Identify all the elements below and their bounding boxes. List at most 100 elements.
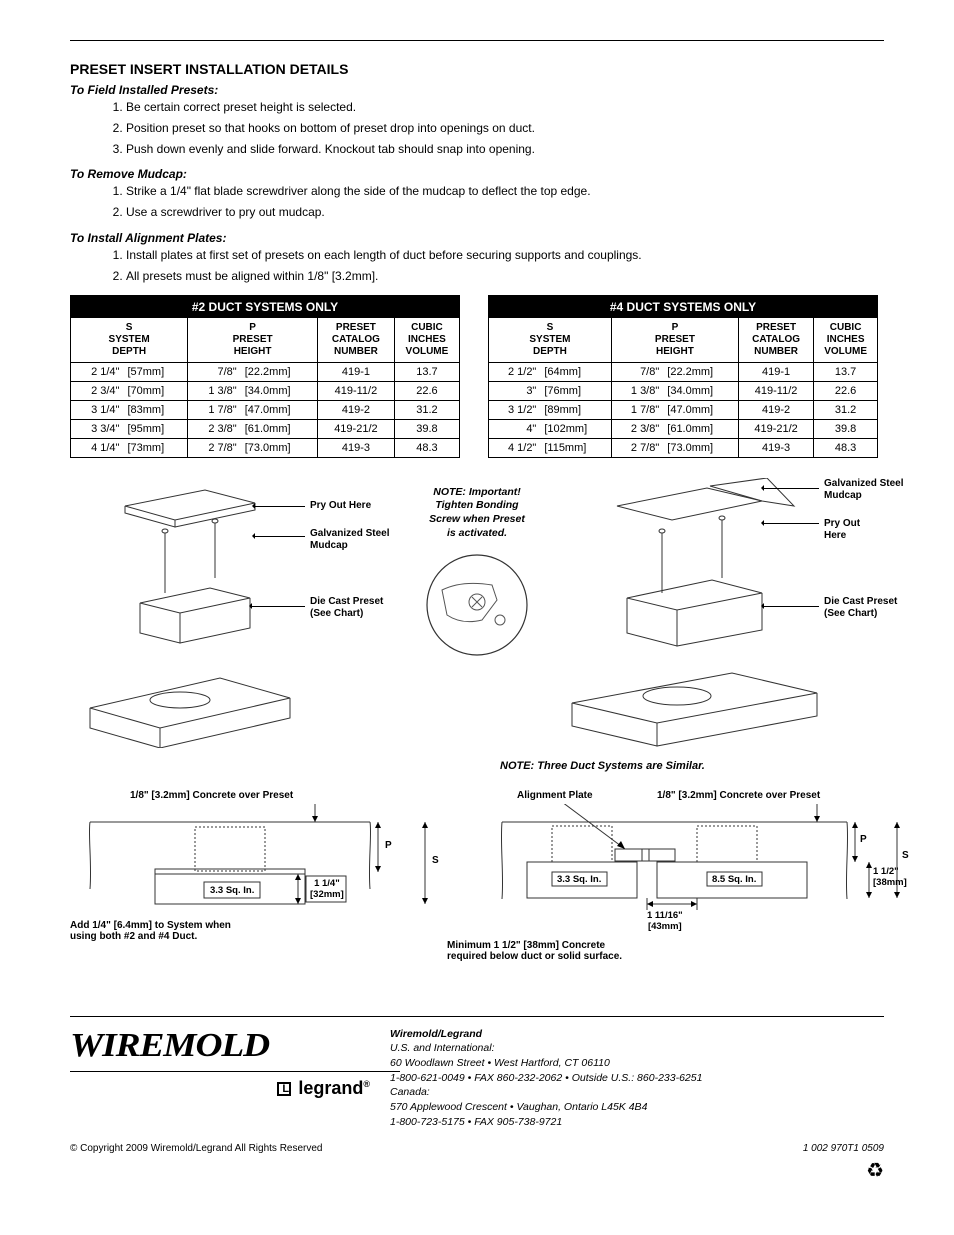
- label-concrete: 1/8" [3.2mm] Concrete over Preset: [130, 790, 293, 801]
- note-three-duct: NOTE: Three Duct Systems are Similar.: [500, 760, 705, 772]
- table-title: #4 DUCT SYSTEMS ONLY: [489, 295, 878, 318]
- steps-list: Strike a 1/4" flat blade screwdriver alo…: [70, 183, 884, 221]
- cross-section-2: 1/8" [3.2mm] Concrete over Preset: [70, 790, 457, 960]
- steps-list: Install plates at first set of presets o…: [70, 247, 884, 285]
- table-4-duct: #4 DUCT SYSTEMS ONLY SSYSTEMDEPTH PPRESE…: [488, 295, 878, 458]
- cell: 22.6: [814, 381, 878, 400]
- cell: 419-21/2: [317, 419, 394, 438]
- cell: 3 3/4": [71, 419, 124, 438]
- cell: [73.0mm]: [241, 438, 318, 457]
- recycle-icon: ♻: [70, 1158, 884, 1183]
- cell: [61.0mm]: [663, 419, 738, 438]
- cell: [22.2mm]: [663, 362, 738, 381]
- cell: 1 7/8": [611, 400, 663, 419]
- dim-S: S: [902, 850, 909, 861]
- note-min: Minimum 1 1/2" [38mm] Concrete required …: [447, 940, 622, 962]
- cell: [115mm]: [540, 438, 611, 457]
- cell: 2 7/8": [611, 438, 663, 457]
- cell: 419-11/2: [738, 381, 813, 400]
- cell: 48.3: [394, 438, 459, 457]
- cell: 1 3/8": [611, 381, 663, 400]
- cell: [47.0mm]: [241, 400, 318, 419]
- cell: 2 1/4": [71, 362, 124, 381]
- cell: 3": [489, 381, 541, 400]
- cell: 4 1/2": [489, 438, 541, 457]
- label-sq85: 8.5 Sq. In.: [712, 874, 756, 885]
- dim-P: P: [385, 840, 392, 851]
- table-title: #2 DUCT SYSTEMS ONLY: [71, 295, 460, 318]
- callout-diecast: Die Cast Preset (See Chart): [310, 596, 383, 620]
- cross-section-4: Alignment Plate 1/8" [3.2mm] Concrete ov…: [497, 790, 884, 960]
- note-add: Add 1/4" [6.4mm] to System when using bo…: [70, 920, 231, 942]
- step: All presets must be aligned within 1/8" …: [126, 268, 884, 285]
- label-alignment: Alignment Plate: [517, 790, 593, 801]
- copyright: © Copyright 2009 Wiremold/Legrand All Ri…: [70, 1143, 323, 1154]
- dim-1-12: 1 1/2" [38mm]: [873, 866, 907, 888]
- label-concrete: 1/8" [3.2mm] Concrete over Preset: [657, 790, 820, 801]
- dim-P: P: [860, 834, 867, 845]
- cell: 13.7: [814, 362, 878, 381]
- section-heading: To Remove Mudcap:: [70, 167, 884, 181]
- col-head: PRESETCATALOGNUMBER: [317, 318, 394, 363]
- cell: [61.0mm]: [241, 419, 318, 438]
- callout-mudcap: Galvanized Steel Mudcap: [824, 478, 903, 502]
- cell: 419-3: [738, 438, 813, 457]
- callout-pry: Pry Out Here: [824, 518, 884, 542]
- cell: 3 1/4": [71, 400, 124, 419]
- cell: 3 1/2": [489, 400, 541, 419]
- dim-1-1116: 1 11/16" [43mm]: [647, 910, 683, 932]
- cell: [34.0mm]: [663, 381, 738, 400]
- center-note: NOTE: Important! Tighten Bonding Screw w…: [412, 486, 542, 541]
- col-head: PPRESETHEIGHT: [188, 318, 318, 363]
- doc-id: 1 002 970T1 0509: [803, 1143, 884, 1154]
- step: Strike a 1/4" flat blade screwdriver alo…: [126, 183, 884, 200]
- label-sq33: 3.3 Sq. In.: [557, 874, 601, 885]
- cell: 2 3/8": [611, 419, 663, 438]
- section-heading: To Field Installed Presets:: [70, 83, 884, 97]
- cell: [83mm]: [123, 400, 187, 419]
- step: Push down evenly and slide forward. Knoc…: [126, 141, 884, 158]
- cell: 22.6: [394, 381, 459, 400]
- cell: [70mm]: [123, 381, 187, 400]
- step: Be certain correct preset height is sele…: [126, 99, 884, 116]
- cell: 4 1/4": [71, 438, 124, 457]
- cell: 7/8": [188, 362, 241, 381]
- col-head: SSYSTEMDEPTH: [71, 318, 188, 363]
- callout-diecast: Die Cast Preset (See Chart): [824, 596, 897, 620]
- cell: 4": [489, 419, 541, 438]
- col-head: CUBICINCHESVOLUME: [394, 318, 459, 363]
- cell: 2 1/2": [489, 362, 541, 381]
- logo-wiremold: WIREMOLD: [70, 1027, 400, 1072]
- steps-list: Be certain correct preset height is sele…: [70, 99, 884, 157]
- cell: 419-1: [738, 362, 813, 381]
- dim-1-14: 1 1/4" [32mm]: [310, 878, 344, 900]
- col-head: SSYSTEMDEPTH: [489, 318, 612, 363]
- cell: 7/8": [611, 362, 663, 381]
- cell: [76mm]: [540, 381, 611, 400]
- cell: 1 7/8": [188, 400, 241, 419]
- cell: [57mm]: [123, 362, 187, 381]
- section-heading: To Install Alignment Plates:: [70, 231, 884, 245]
- step: Use a screwdriver to pry out mudcap.: [126, 204, 884, 221]
- exploded-diagram-4: Galvanized Steel Mudcap Pry Out Here Die…: [562, 478, 884, 758]
- cell: 31.2: [814, 400, 878, 419]
- callout-mudcap: Galvanized Steel Mudcap: [310, 528, 389, 552]
- cell: 419-2: [317, 400, 394, 419]
- col-head: PPRESETHEIGHT: [611, 318, 738, 363]
- footer-address: Wiremold/Legrand U.S. and International:…: [370, 1027, 884, 1130]
- step: Position preset so that hooks on bottom …: [126, 120, 884, 137]
- label-sq33: 3.3 Sq. In.: [210, 885, 254, 896]
- cell: 2 7/8": [188, 438, 241, 457]
- col-head: CUBICINCHESVOLUME: [814, 318, 878, 363]
- cell: 1 3/8": [188, 381, 241, 400]
- step: Install plates at first set of presets o…: [126, 247, 884, 264]
- cell: [102mm]: [540, 419, 611, 438]
- exploded-diagram-2: Pry Out Here Galvanized Steel Mudcap Die…: [70, 478, 392, 758]
- cell: 419-2: [738, 400, 813, 419]
- callout-pry: Pry Out Here: [310, 500, 371, 512]
- cell: 13.7: [394, 362, 459, 381]
- cell: [64mm]: [540, 362, 611, 381]
- cell: 39.8: [814, 419, 878, 438]
- logo-legrand: legrand®: [70, 1078, 370, 1099]
- cell: [47.0mm]: [663, 400, 738, 419]
